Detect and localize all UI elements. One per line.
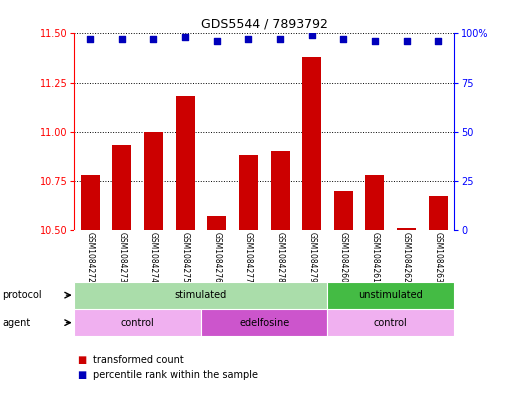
Bar	[74, 309, 201, 336]
Text: GSM1084262: GSM1084262	[402, 232, 411, 283]
Point	[307, 32, 315, 39]
Bar	[327, 282, 454, 309]
Text: GSM1084277: GSM1084277	[244, 232, 253, 283]
Text: GSM1084260: GSM1084260	[339, 232, 348, 283]
Text: transformed count: transformed count	[93, 354, 184, 365]
Bar	[239, 155, 258, 230]
Text: edelfosine: edelfosine	[239, 318, 289, 328]
Bar	[112, 145, 131, 230]
Text: GSM1084261: GSM1084261	[370, 232, 380, 283]
Point	[434, 38, 442, 44]
Text: GSM1084275: GSM1084275	[181, 232, 190, 283]
Point	[244, 36, 252, 42]
Bar	[74, 282, 327, 309]
Text: protocol: protocol	[3, 290, 42, 300]
Text: GSM1084274: GSM1084274	[149, 232, 158, 283]
Point	[212, 38, 221, 44]
Text: GSM1084273: GSM1084273	[117, 232, 126, 283]
Point	[181, 34, 189, 40]
Bar	[175, 96, 194, 230]
Point	[371, 38, 379, 44]
Bar	[207, 216, 226, 230]
Bar	[201, 309, 327, 336]
Text: percentile rank within the sample: percentile rank within the sample	[93, 370, 259, 380]
Text: GSM1084263: GSM1084263	[433, 232, 443, 283]
Bar	[270, 151, 289, 230]
Bar	[302, 57, 321, 230]
Point	[149, 36, 157, 42]
Bar	[334, 191, 353, 230]
Bar	[429, 196, 448, 230]
Point	[402, 38, 410, 44]
Point	[86, 36, 94, 42]
Point	[276, 36, 284, 42]
Text: stimulated: stimulated	[175, 290, 227, 300]
Text: control: control	[374, 318, 408, 328]
Text: GSM1084276: GSM1084276	[212, 232, 221, 283]
Bar	[144, 132, 163, 230]
Bar	[327, 309, 454, 336]
Bar	[397, 228, 416, 230]
Bar	[365, 175, 384, 230]
Point	[117, 36, 126, 42]
Title: GDS5544 / 7893792: GDS5544 / 7893792	[201, 18, 328, 31]
Bar	[81, 175, 100, 230]
Text: GSM1084278: GSM1084278	[275, 232, 285, 283]
Text: ■: ■	[77, 370, 86, 380]
Text: agent: agent	[3, 318, 31, 328]
Text: GSM1084272: GSM1084272	[86, 232, 95, 283]
Text: GSM1084279: GSM1084279	[307, 232, 316, 283]
Text: control: control	[121, 318, 154, 328]
Text: unstimulated: unstimulated	[359, 290, 423, 300]
Text: ■: ■	[77, 354, 86, 365]
Point	[339, 36, 347, 42]
